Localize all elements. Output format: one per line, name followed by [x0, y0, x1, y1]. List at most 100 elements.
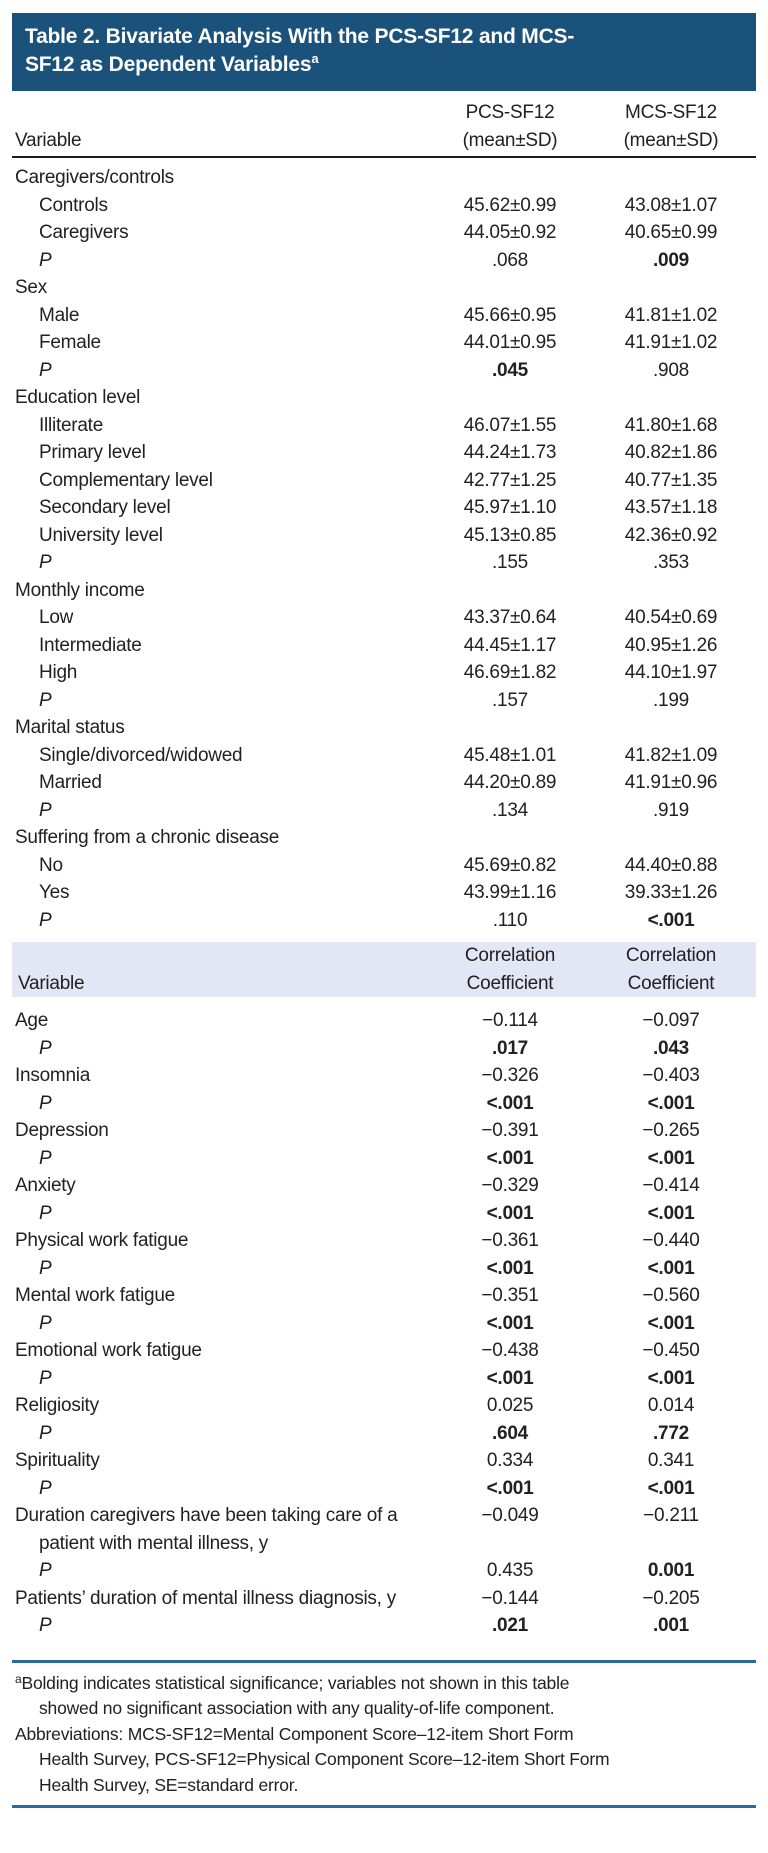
row-label: Sex — [15, 277, 47, 298]
pcs-value: 44.20±0.89 — [463, 772, 557, 793]
footnote-marker-a: a — [311, 51, 319, 66]
row-label: P — [39, 1202, 52, 1224]
mcs-value: 40.82±1.86 — [624, 442, 718, 463]
table-row: Complementary level 42.77±1.25 40.77±1.35 — [12, 467, 756, 495]
pcs-value: −0.361 — [481, 1230, 539, 1251]
table-row: Yes 43.99±1.16 39.33±1.26 — [12, 879, 756, 907]
row-label: Female — [39, 332, 101, 353]
table-row: Monthly income — [12, 577, 756, 605]
pcs-value: .157 — [492, 689, 528, 711]
mcs-value: 42.36±0.92 — [624, 524, 718, 546]
mcs-value: −0.440 — [642, 1230, 700, 1251]
table-row: Religiosity 0.025 0.014 — [12, 1392, 756, 1420]
correlation-header-variable: Variable — [18, 972, 85, 994]
mcs-value: −0.560 — [642, 1285, 700, 1306]
mcs-value: 39.33±1.26 — [624, 882, 718, 903]
pcs-value: .155 — [492, 552, 528, 573]
row-label: University level — [39, 524, 163, 546]
table-row: University level 45.13±0.85 42.36±0.92 — [12, 522, 756, 550]
footnote-line: Abbreviations: MCS-SF12=Mental Component… — [15, 1723, 574, 1744]
row-label: P — [39, 1147, 52, 1169]
bottom-rule — [12, 1805, 756, 1808]
pcs-value: −0.391 — [481, 1120, 539, 1141]
column-header-variable: Variable — [15, 129, 82, 151]
correlation-header-row: Variable Correlation Coefficient Correla… — [12, 942, 756, 997]
row-label: Yes — [39, 882, 70, 903]
table-row: P <.001 <.001 — [12, 1145, 756, 1173]
mcs-value: 41.81±1.02 — [624, 304, 718, 326]
table-row: P <.001 <.001 — [12, 1255, 756, 1283]
mcs-value: 43.08±1.07 — [624, 194, 718, 216]
table-row: Intermediate 44.45±1.17 40.95±1.26 — [12, 632, 756, 660]
table-row: Illiterate 46.07±1.55 41.80±1.68 — [12, 412, 756, 440]
mcs-value: 41.82±1.09 — [624, 744, 718, 766]
table-row: Secondary level 45.97±1.10 43.57±1.18 — [12, 494, 756, 522]
pcs-value: .604 — [492, 1422, 528, 1444]
mcs-value: −0.414 — [642, 1175, 700, 1196]
column-header-row: Variable PCS-SF12 (mean±SD) MCS-SF12 (me… — [12, 99, 756, 154]
mcs-value: .908 — [653, 359, 689, 381]
row-label: P — [39, 1560, 52, 1581]
table-row: P <.001 <.001 — [12, 1310, 756, 1338]
row-label: Primary level — [39, 442, 146, 463]
table-row: Female 44.01±0.95 41.91±1.02 — [12, 329, 756, 357]
pcs-value: −0.329 — [481, 1175, 539, 1196]
table-row: High 46.69±1.82 44.10±1.97 — [12, 659, 756, 687]
pcs-value: <.001 — [486, 1312, 534, 1334]
pcs-value: 44.05±0.92 — [463, 222, 557, 243]
footnote-line: Health Survey, SE=standard error. — [39, 1774, 299, 1795]
table-row: P 0.435 0.001 — [12, 1557, 756, 1585]
pcs-value: .021 — [492, 1615, 528, 1636]
pcs-value: 43.37±0.64 — [463, 607, 557, 628]
row-label: Depression — [15, 1120, 109, 1141]
mcs-value: <.001 — [647, 1312, 695, 1334]
table-row: Single/divorced/widowed 45.48±1.01 41.82±1… — [12, 742, 756, 770]
table-row: Suffering from a chronic disease — [12, 824, 756, 852]
table-body-correlation: Age −0.114 −0.097 P .017 .043 Insomnia −0.326 −0… — [12, 1001, 756, 1640]
row-label: Suffering from a chronic disease — [15, 827, 280, 848]
mcs-value: −0.205 — [642, 1587, 700, 1609]
table-row: P .017 .043 — [12, 1035, 756, 1063]
table-row: Depression −0.391 −0.265 — [12, 1117, 756, 1145]
mcs-value: 0.001 — [647, 1560, 695, 1581]
table-title-bar: Table 2. Bivariate Analysis With the PCS… — [12, 13, 756, 91]
footnote-top-rule — [12, 1659, 756, 1663]
table-row: P .157 .199 — [12, 687, 756, 715]
pcs-value: <.001 — [486, 1202, 534, 1224]
mcs-value: 44.10±1.97 — [624, 662, 718, 683]
mcs-value: 40.77±1.35 — [624, 469, 718, 491]
row-label: Low — [39, 607, 74, 628]
row-label: Controls — [39, 194, 108, 216]
footnote-line: aBolding indicates statistical significa… — [15, 1671, 570, 1693]
pcs-value: −0.438 — [481, 1340, 539, 1361]
table-row: Duration caregivers have been taking car… — [12, 1502, 756, 1557]
table-row: Anxiety −0.329 −0.414 — [12, 1172, 756, 1200]
table-row: P <.001 <.001 — [12, 1090, 756, 1118]
column-header-mcs: MCS-SF12 (mean±SD) — [590, 99, 752, 154]
pcs-value: .110 — [492, 909, 528, 931]
row-label: P — [39, 689, 52, 711]
mcs-value: −0.211 — [643, 1505, 699, 1526]
row-label: P — [39, 799, 52, 821]
mcs-value: .001 — [653, 1615, 689, 1636]
row-label: Secondary level — [39, 497, 171, 518]
row-label: P — [39, 1367, 52, 1389]
table-row: P .155 .353 — [12, 549, 756, 577]
table-row: Primary level 44.24±1.73 40.82±1.86 — [12, 439, 756, 467]
footnote-line: Health Survey, PCS-SF12=Physical Compone… — [39, 1749, 610, 1769]
correlation-header-mcs-line2: Coefficient — [627, 972, 715, 994]
pcs-value: <.001 — [486, 1257, 534, 1279]
table-row: P .110 <.001 — [12, 907, 756, 935]
row-label: Marital status — [15, 717, 125, 738]
row-label: High — [39, 662, 78, 683]
mcs-value: 41.80±1.68 — [624, 414, 718, 436]
table-row: Controls 45.62±0.99 43.08±1.07 — [12, 192, 756, 220]
pcs-value: 45.48±1.01 — [463, 744, 557, 766]
pcs-value: .068 — [492, 249, 528, 271]
mcs-value: 40.95±1.26 — [624, 634, 718, 656]
table-row: Spirituality 0.334 0.341 — [12, 1447, 756, 1475]
mcs-value: −0.097 — [642, 1010, 700, 1031]
table-row: P .134 .919 — [12, 797, 756, 825]
table-row: Low 43.37±0.64 40.54±0.69 — [12, 604, 756, 632]
footnote-line: showed no significant association with a… — [39, 1698, 555, 1718]
